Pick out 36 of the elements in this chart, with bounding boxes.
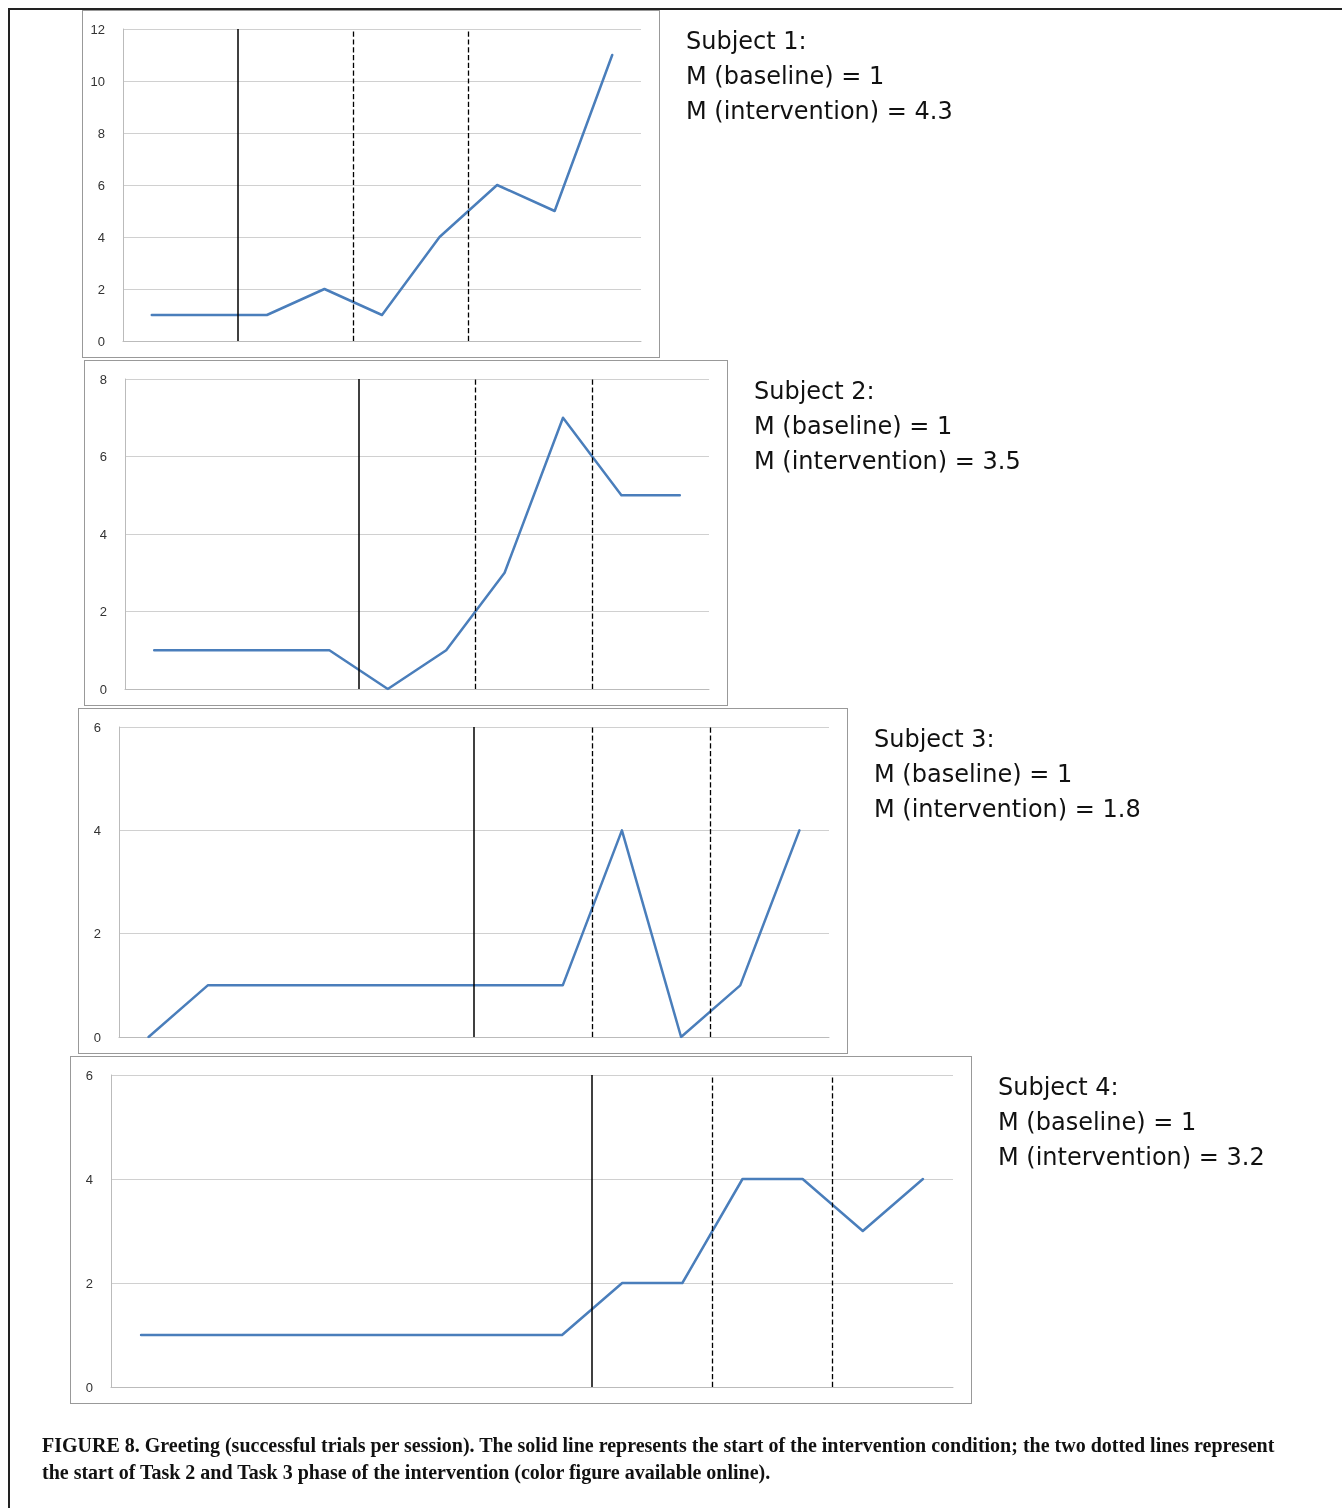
text: M (intervention) = 4.3 bbox=[686, 97, 953, 125]
y-tick-label: 10 bbox=[90, 73, 105, 89]
text: Subject 3: bbox=[874, 725, 995, 753]
y-tick-label: 2 bbox=[99, 604, 107, 619]
text: M (intervention) = 3.5 bbox=[754, 447, 1021, 475]
y-tick-label: 4 bbox=[97, 229, 105, 245]
text: M (baseline) = 1 bbox=[754, 412, 953, 440]
line-series bbox=[139, 1177, 925, 1337]
text: M (baseline) = 1 bbox=[998, 1108, 1197, 1136]
y-tick-label: 6 bbox=[97, 177, 105, 193]
text: Subject 2: bbox=[754, 377, 875, 405]
y-tick-label: 0 bbox=[85, 1379, 93, 1395]
y-tick-label: 2 bbox=[93, 926, 101, 942]
y-tick-label: 6 bbox=[99, 449, 107, 464]
y-tick-label: 8 bbox=[99, 371, 107, 387]
y-tick-label: 0 bbox=[97, 333, 105, 349]
y-tick-label: 12 bbox=[90, 21, 105, 37]
y-tick-label: 2 bbox=[85, 1275, 93, 1291]
line-series bbox=[150, 53, 614, 317]
y-tick-label: 4 bbox=[99, 526, 107, 542]
text: Subject 1: bbox=[686, 27, 807, 55]
y-tick-label: 6 bbox=[85, 1067, 93, 1083]
text: M (baseline) = 1 bbox=[686, 62, 885, 90]
caption: FIGURE 8. Greeting (successful trials per session). The solid line represents the start of the intervention condition; the two dotted lines represent the start of Task 2 and Task 3 phase of the intervention (color figure available online). bbox=[42, 1433, 1276, 1486]
text: Subject 4: bbox=[998, 1073, 1119, 1101]
y-tick-label: 2 bbox=[97, 281, 105, 297]
y-tick-label: 4 bbox=[93, 822, 101, 838]
text: M (intervention) = 1.8 bbox=[874, 795, 1141, 823]
y-tick-label: 0 bbox=[93, 1029, 101, 1045]
line-series bbox=[152, 416, 682, 691]
y-tick-label: 8 bbox=[97, 125, 105, 141]
y-tick-label: 0 bbox=[99, 681, 107, 697]
text: M (baseline) = 1 bbox=[874, 760, 1073, 788]
y-tick-label: 6 bbox=[93, 719, 101, 735]
y-tick-label: 4 bbox=[85, 1171, 93, 1187]
text: M (intervention) = 3.2 bbox=[998, 1143, 1265, 1171]
